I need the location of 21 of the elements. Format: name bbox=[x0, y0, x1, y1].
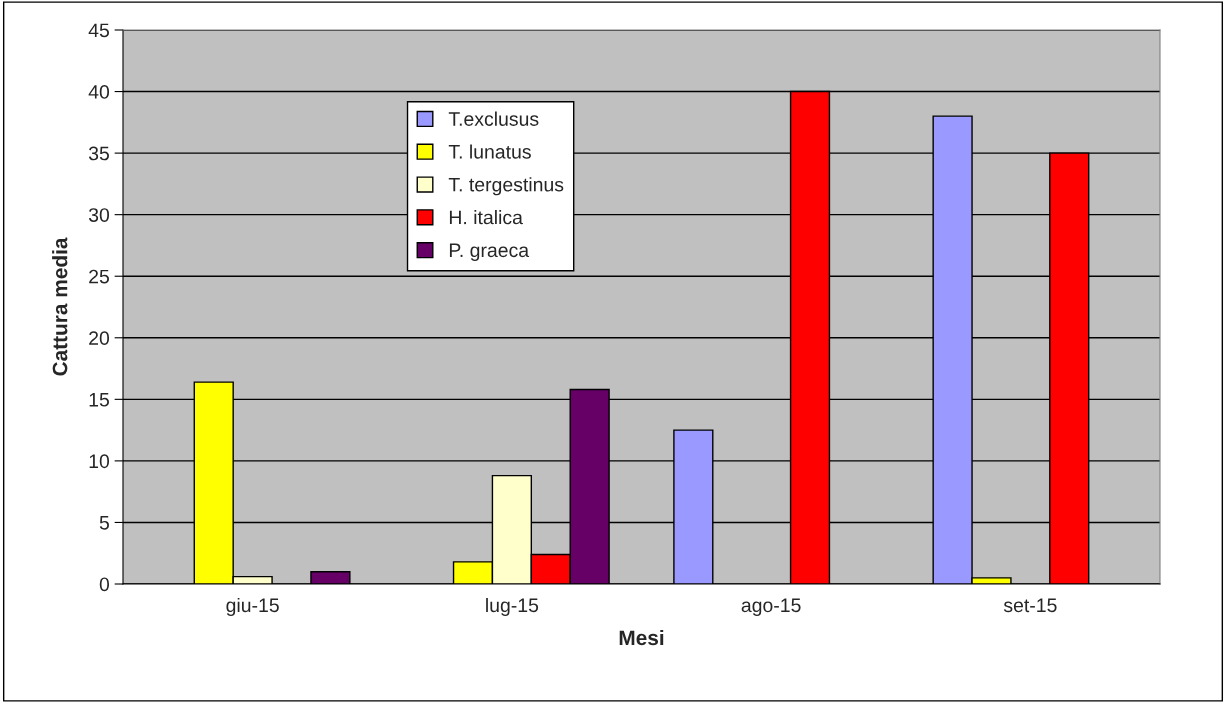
y-tick-label: 45 bbox=[88, 23, 109, 38]
x-axis-title: Mesi bbox=[619, 629, 664, 646]
x-tick-label: ago-15 bbox=[741, 598, 801, 617]
y-tick-label: 10 bbox=[89, 454, 110, 469]
y-tick-label: 30 bbox=[88, 208, 110, 222]
y-tick-label: 25 bbox=[89, 269, 109, 284]
legend-label: P. graeca bbox=[449, 243, 530, 261]
y-tick-label: 40 bbox=[88, 85, 110, 99]
y-tick-label: 15 bbox=[89, 393, 109, 407]
legend-label: H. italica bbox=[449, 210, 523, 225]
y-axis-title: Cattura media bbox=[52, 237, 68, 376]
x-tick-label: giu-15 bbox=[226, 597, 279, 617]
y-tick-label: 5 bbox=[99, 516, 109, 530]
y-tick-label: 0 bbox=[99, 577, 110, 592]
x-tick-label: lug-15 bbox=[486, 597, 539, 617]
legend-label: T. tergestinus bbox=[448, 177, 564, 196]
x-tick-label: set-15 bbox=[1003, 598, 1057, 613]
y-tick-label: 35 bbox=[88, 146, 109, 161]
legend-label: T.exclusus bbox=[448, 111, 539, 126]
legend-label: T. lunatus bbox=[448, 144, 531, 159]
y-tick-label: 20 bbox=[89, 331, 110, 346]
